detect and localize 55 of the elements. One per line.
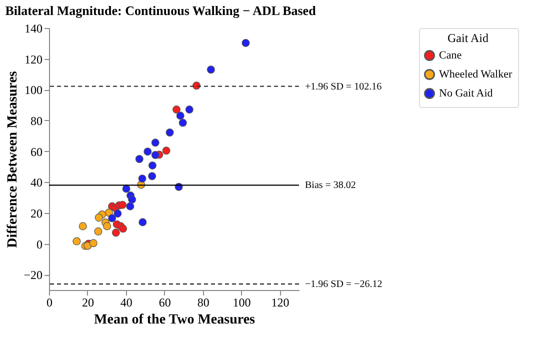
legend-label: Wheeled Walker [439,68,512,80]
point [135,155,144,163]
y-tick-label: 140 [24,22,42,36]
x-tick-label: 40 [120,296,132,310]
y-tick-label: 120 [24,52,42,66]
y-tick-label: 60 [30,144,42,159]
point [178,118,187,127]
point [103,222,112,230]
x-tick-label: 0 [46,296,52,310]
x-tick-label: 100 [232,296,251,310]
point [89,239,98,248]
x-tick-label: 20 [82,296,94,310]
legend-label: Cane [439,50,462,62]
point [151,138,160,147]
point [144,148,152,156]
y-tick-label: 80 [30,114,42,128]
chart-title: Bilateral Magnitude: Continuous Walking − ADL Based [5,3,317,18]
point [114,210,122,218]
point [72,237,81,246]
x-tick-label: 60 [158,296,171,310]
point [148,161,156,170]
point [78,222,87,230]
y-tick-label: 40 [30,176,42,190]
point [94,227,102,236]
x-axis-title: Mean of the Two Measures [94,312,256,328]
ref-line-label: Bias = 38.02 [305,180,356,192]
point [94,214,103,222]
point [242,38,250,47]
point [128,196,136,204]
point [118,200,126,209]
y-tick-label: 0 [36,237,42,252]
point [172,106,181,114]
y-tick-label: 100 [24,83,42,98]
point [185,106,194,114]
point [126,202,134,210]
x-tick-label: 80 [197,296,210,310]
y-tick-label: −20 [24,268,42,282]
y-tick-label: 20 [30,206,42,220]
y-axis-title: Difference Between Measures [6,70,21,248]
ref-line-label: −1.96 SD = −26.12 [305,279,382,290]
point [108,214,116,222]
legend-title: Gait Aid [448,31,488,45]
point [138,218,147,226]
point [166,128,174,136]
ref-line-label: +1.96 SD = 102.16 [305,81,382,92]
point [112,228,120,237]
point [176,112,184,120]
point [148,172,156,180]
point [162,146,170,155]
point [138,174,146,183]
legend-label: No Gait Aid [439,88,494,100]
point [206,66,215,74]
x-tick-label: 120 [271,296,290,310]
point [119,224,128,233]
point [151,150,160,159]
